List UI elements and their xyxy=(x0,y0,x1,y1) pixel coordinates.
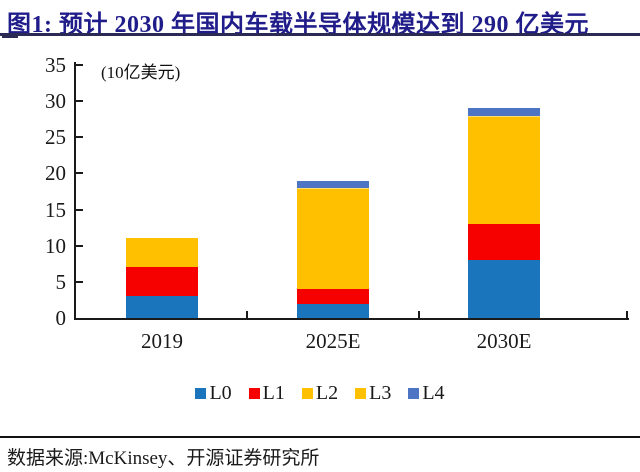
x-axis-line xyxy=(74,318,629,320)
bar-segment-l3-2030e xyxy=(468,115,540,130)
stacked-bar-chart: (10亿美元) 0 5 10 15 20 25 30 35 2019 2025E 2030E xyxy=(45,52,629,353)
bar-segment-l0-2019 xyxy=(126,296,198,318)
y-axis-tick xyxy=(76,63,83,66)
legend-label-l0: L0 xyxy=(209,382,232,404)
bar-segment-l2-2025e xyxy=(297,195,369,290)
bar-segment-l2-2030e xyxy=(468,130,540,224)
y-axis-tick xyxy=(76,208,83,211)
y-axis-tick-label: 25 xyxy=(45,125,66,150)
y-axis-tick-label: 15 xyxy=(45,197,66,222)
bar-segment-l4-2030e xyxy=(468,108,540,116)
y-axis-tick xyxy=(76,280,83,283)
bar-segment-l0-2025e xyxy=(297,303,369,318)
y-axis-tick xyxy=(76,244,83,247)
x-axis-tick xyxy=(418,311,420,318)
y-axis-tick-label: 10 xyxy=(45,233,66,258)
legend-item-l2: L2 xyxy=(301,382,339,404)
y-axis-tick-label: 5 xyxy=(55,269,67,294)
legend-label-l3: L3 xyxy=(369,382,392,404)
y-axis-tick xyxy=(76,100,83,103)
bar-segment-l3-2025e xyxy=(297,187,369,196)
x-axis-tick xyxy=(246,311,248,318)
legend-label-l4: L4 xyxy=(422,382,445,404)
legend-swatch-l0 xyxy=(195,388,207,399)
legend-item-l0: L0 xyxy=(195,382,232,404)
footer-divider xyxy=(0,436,640,438)
title-divider-cap xyxy=(2,33,18,38)
legend-label-l2: L2 xyxy=(315,382,339,404)
y-axis-tick-label: 20 xyxy=(45,161,66,186)
y-axis-tick-label: 30 xyxy=(45,89,66,114)
legend-item-l4: L4 xyxy=(408,382,445,404)
legend-swatch-l4 xyxy=(408,388,420,399)
legend-item-l1: L1 xyxy=(248,382,285,404)
bar-segment-l0-2030e xyxy=(468,260,540,318)
y-axis-tick-label: 35 xyxy=(45,52,66,77)
legend-swatch-l1 xyxy=(248,388,260,399)
y-axis-unit-label: (10亿美元) xyxy=(101,63,181,82)
bar-segment-l4-2025e xyxy=(297,180,369,188)
data-source-note: 数据来源:McKinsey、开源证券研究所 xyxy=(7,448,320,469)
title-divider xyxy=(0,33,640,36)
y-axis-tick xyxy=(76,136,83,139)
y-axis-line xyxy=(74,62,76,320)
y-axis-tick xyxy=(76,172,83,175)
legend-swatch-l2 xyxy=(301,388,313,399)
x-axis-tick xyxy=(626,311,628,318)
legend-swatch-l3 xyxy=(355,388,367,399)
x-axis-category-label: 2019 xyxy=(141,329,183,353)
bar-segment-l1-2019 xyxy=(126,267,198,297)
chart-legend: L0 L1 L2 L3 L4 xyxy=(0,382,640,404)
legend-item-l3: L3 xyxy=(355,382,391,404)
bar-segment-l1-2025e xyxy=(297,289,369,304)
bar-segment-l2-2019 xyxy=(126,238,198,268)
legend-label-l1: L1 xyxy=(262,382,285,404)
x-axis-category-label: 2030E xyxy=(476,329,532,353)
x-axis-category-label: 2025E xyxy=(305,329,361,353)
y-axis-tick-label: 0 xyxy=(55,306,67,330)
bar-segment-l1-2030e xyxy=(468,224,540,261)
